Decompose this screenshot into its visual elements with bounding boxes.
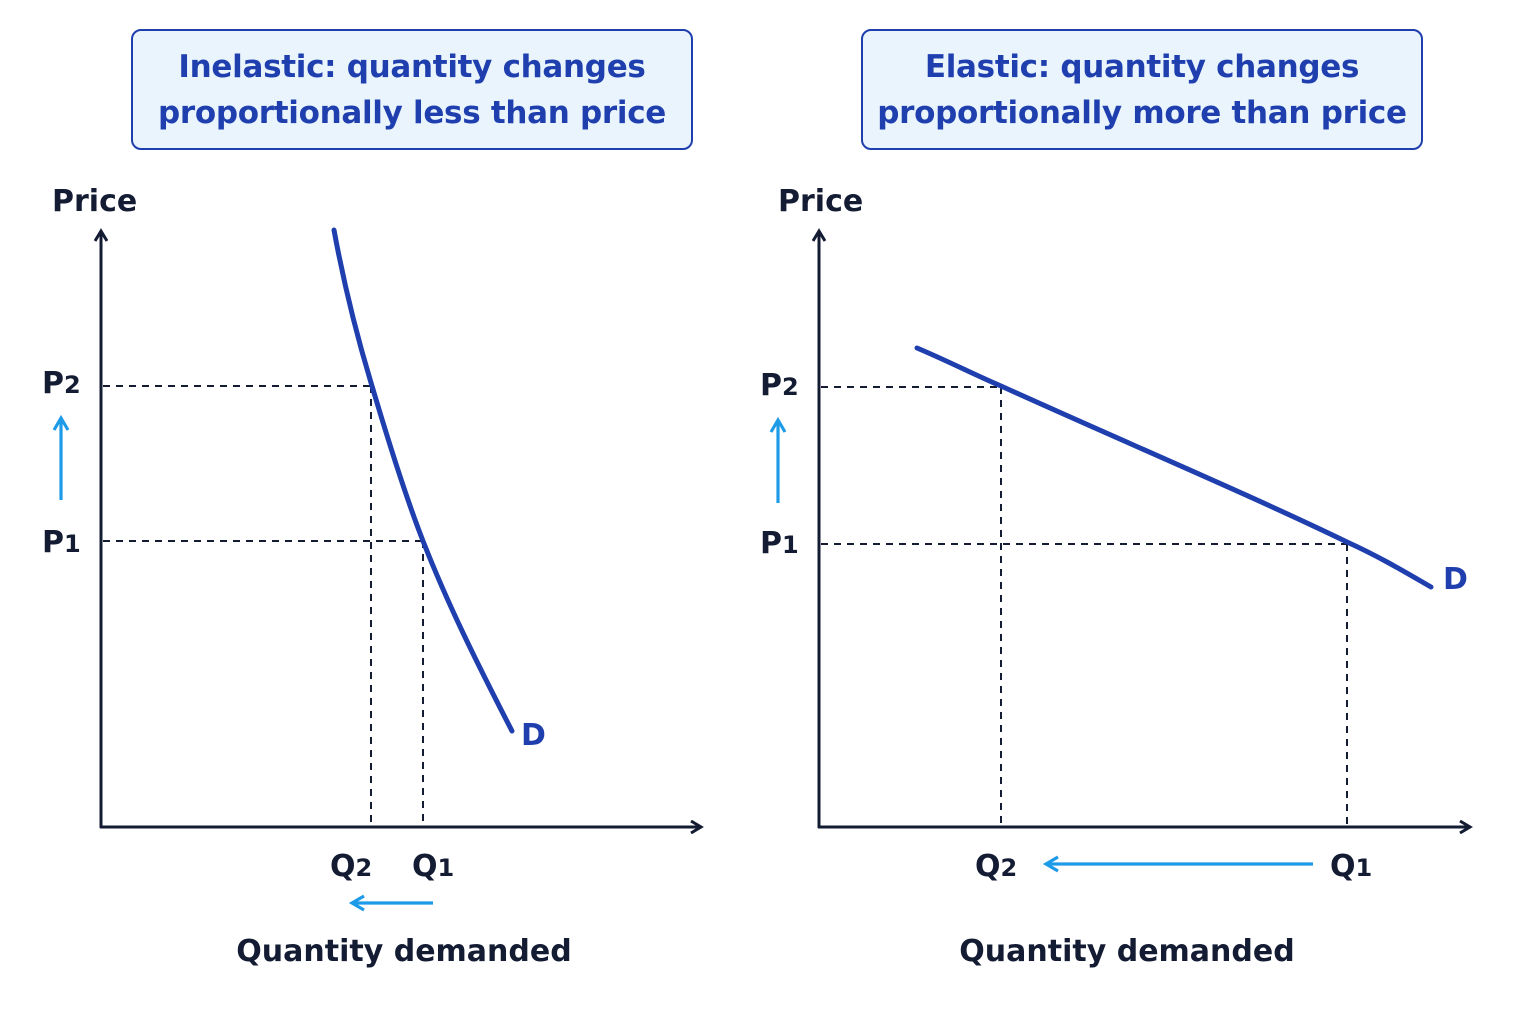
inelastic-title-line2: proportionally less than price (157, 94, 667, 131)
inelastic-p1-label: P1 (42, 525, 81, 560)
elastic-title-box: Elastic: quantity changes proportionally… (861, 29, 1423, 150)
inelastic-demand-curve (331, 227, 515, 734)
elastic-q1-label: Q1 (1330, 849, 1372, 884)
inelastic-x-axis-label: Quantity demanded (236, 934, 571, 969)
inelastic-q1-label: Q1 (412, 849, 454, 884)
elastic-p2-label: P2 (760, 368, 799, 403)
elastic-panel: Price D P2 P1 Q2 Q1 Quantity demanded (760, 184, 1469, 969)
elastic-p1-label: P1 (760, 526, 799, 561)
inelastic-y-axis-label: Price (52, 184, 137, 219)
elastic-q2-label: Q2 (975, 849, 1017, 884)
inelastic-title-box: Inelastic: quantity changes proportional… (131, 29, 693, 150)
elastic-title-line1: Elastic: quantity changes (924, 48, 1360, 85)
inelastic-q2-label: Q2 (330, 849, 372, 884)
elastic-title-line2: proportionally more than price (877, 94, 1407, 131)
elastic-demand-label: D (1443, 562, 1468, 597)
inelastic-title-line1: Inelastic: quantity changes (178, 48, 646, 85)
inelastic-p2-label: P2 (42, 366, 81, 401)
elastic-demand-curve (914, 345, 1434, 590)
inelastic-demand-label: D (521, 718, 546, 753)
inelastic-panel: Price D P2 P1 Q2 Q1 Quantity demanded (42, 184, 700, 969)
elastic-y-axis-label: Price (778, 184, 863, 219)
elastic-x-axis-label: Quantity demanded (959, 934, 1294, 969)
